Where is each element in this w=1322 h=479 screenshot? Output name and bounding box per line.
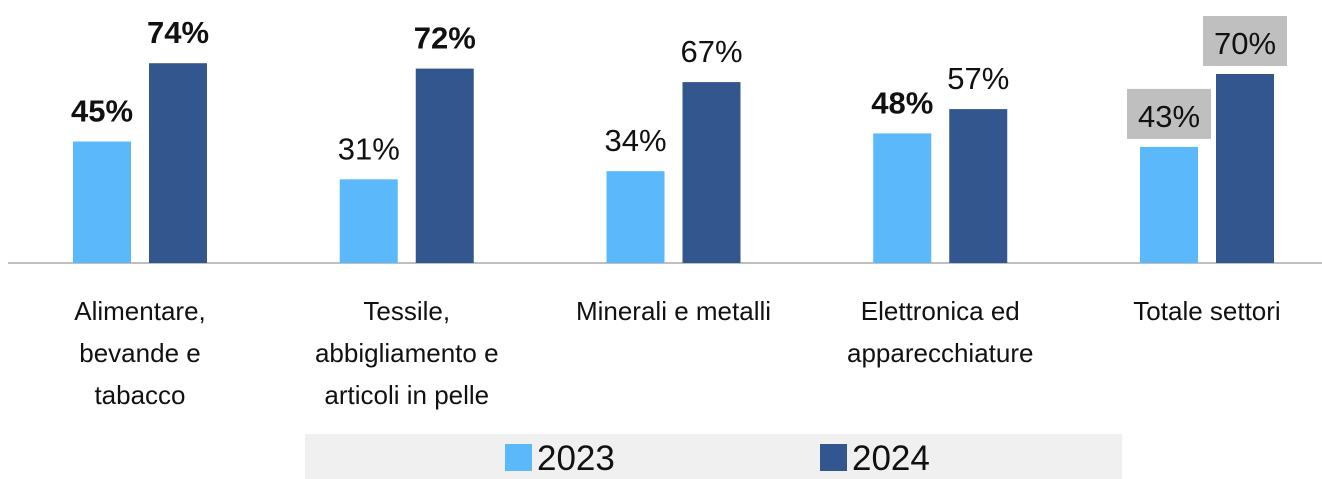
- legend-label: 2023: [537, 439, 615, 478]
- bar: [149, 63, 207, 264]
- bar: [682, 82, 741, 263]
- value-label-box: [1127, 88, 1211, 139]
- value-label: 70%: [1214, 26, 1276, 61]
- bar: [606, 171, 665, 263]
- legend-swatch: [505, 444, 532, 471]
- x-tick-label: Alimentare, bevande e tabacco: [74, 296, 206, 410]
- value-label-box: [1203, 16, 1287, 66]
- value-label: 57%: [947, 61, 1009, 96]
- value-label: 43%: [1138, 99, 1200, 134]
- legend-background: [305, 434, 1122, 479]
- x-tick-label: Tessile, abbigliamento e articoli in pel…: [314, 296, 499, 410]
- value-label: 45%: [71, 94, 133, 129]
- value-label: 34%: [604, 123, 666, 158]
- value-label: 48%: [871, 85, 933, 120]
- x-tick-label: Minerali e metalli: [575, 296, 772, 326]
- bar: [1140, 146, 1198, 263]
- bar: [949, 109, 1008, 263]
- bar: [873, 133, 932, 263]
- value-label: 72%: [414, 21, 476, 56]
- bar: [73, 141, 131, 263]
- bar: [339, 179, 398, 263]
- bar: [1216, 74, 1274, 263]
- legend-label: 2024: [852, 439, 930, 478]
- bar: [415, 68, 474, 263]
- value-label: 74%: [147, 15, 209, 50]
- x-tick-label: Totale settori: [1133, 296, 1281, 326]
- value-label: 67%: [680, 34, 742, 69]
- legend-swatch: [820, 444, 847, 471]
- value-label: 31%: [338, 131, 400, 166]
- x-tick-label: Elettronica ed apparecchiature: [847, 296, 1034, 368]
